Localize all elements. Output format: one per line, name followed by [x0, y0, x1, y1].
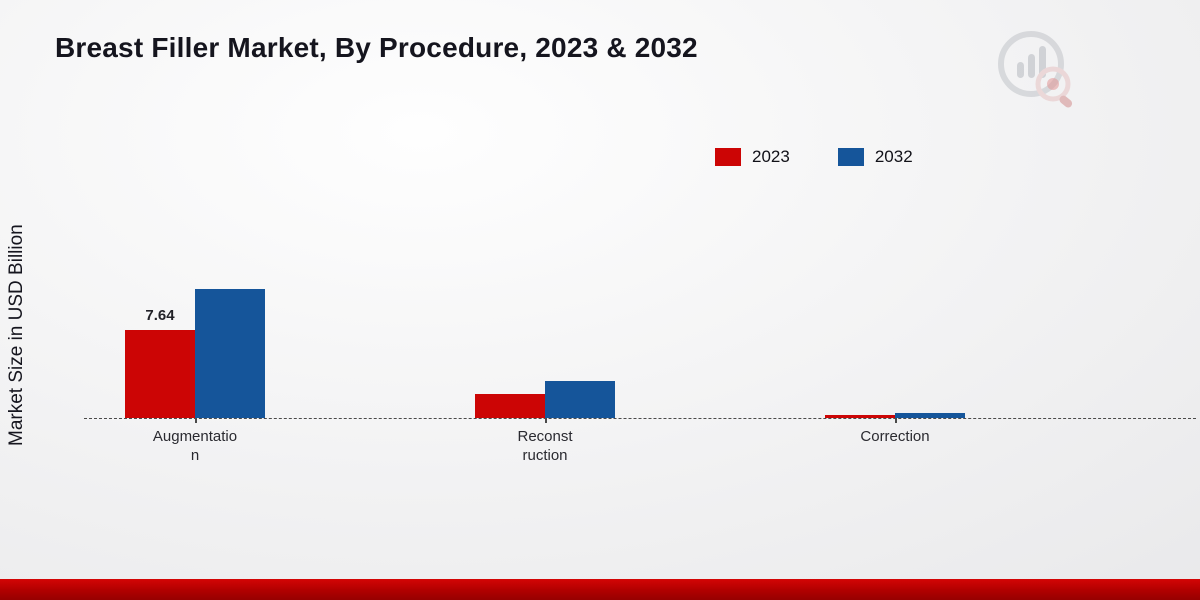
x-axis-tick-label-correction: Correction	[860, 428, 930, 445]
market-research-logo-watermark	[998, 31, 1073, 108]
legend-item-2032: 2032	[837, 147, 913, 167]
legend-item-2023: 2023	[715, 147, 790, 167]
bar-2023-correction	[825, 415, 895, 418]
x-axis-tick	[895, 418, 897, 423]
legend-swatch-2032	[837, 148, 864, 166]
zero-axis-line	[84, 418, 1196, 419]
bar-2023-reconstruction	[475, 393, 545, 418]
x-axis-tick	[545, 418, 547, 423]
legend-label-2032: 2032	[874, 147, 913, 166]
x-axis-tick-label-reconstruction: Reconst ruction	[517, 428, 573, 464]
x-axis-tick-label-augmentation: Augmentatio n	[152, 428, 238, 464]
footer-accent-band	[0, 579, 1200, 600]
legend-swatch-2023	[715, 148, 741, 166]
bar-value-label: 7.64	[145, 307, 175, 325]
bar-2032-correction	[895, 412, 965, 418]
bar-2023-augmentation	[125, 330, 195, 418]
legend-label-2023: 2023	[752, 147, 790, 166]
bar-2032-reconstruction	[545, 381, 615, 418]
x-axis-tick	[195, 418, 197, 423]
bar-2032-augmentation	[195, 289, 265, 418]
chart-title: Breast Filler Market, By Procedure, 2023…	[55, 32, 698, 63]
legend: 2023 2032	[715, 147, 913, 167]
